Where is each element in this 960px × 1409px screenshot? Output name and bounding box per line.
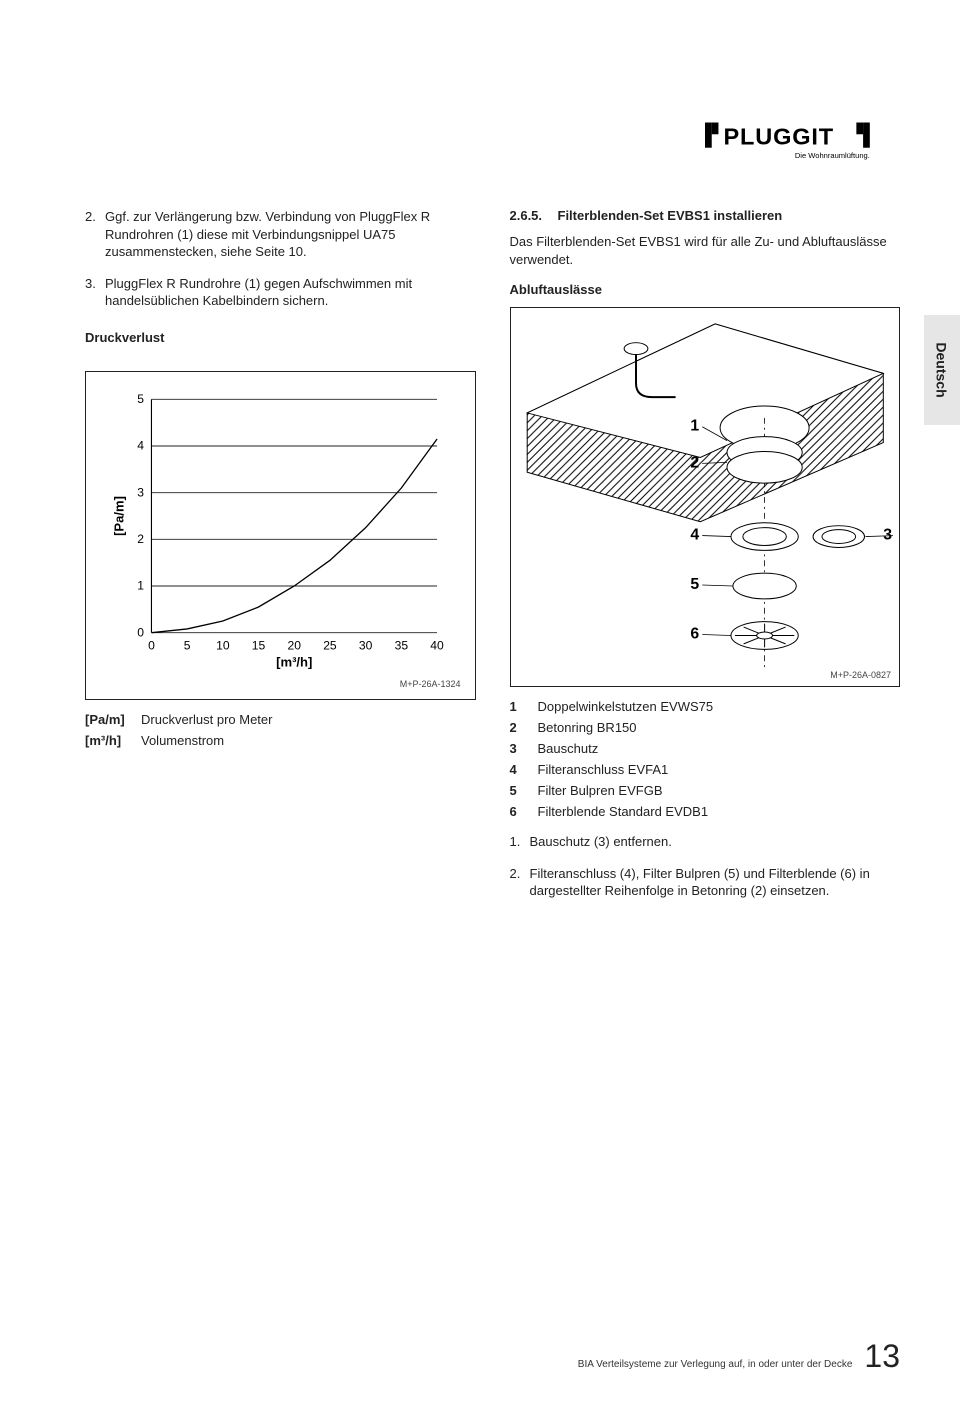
subheading-abluft: Abluftauslässe (510, 282, 901, 297)
svg-text:20: 20 (288, 638, 302, 652)
svg-text:40: 40 (430, 638, 444, 652)
section-title: Filterblenden-Set EVBS1 installieren (558, 208, 783, 223)
exploded-diagram: 1 2 3 4 5 6 M+P-26A-0827 (510, 307, 901, 687)
parts-row: 1Doppelwinkelstutzen EVWS75 (510, 699, 901, 714)
part-label: Doppelwinkelstutzen EVWS75 (538, 699, 901, 714)
svg-text:1: 1 (690, 418, 699, 435)
legend-value: Druckverlust pro Meter (141, 712, 476, 727)
parts-row: 3Bauschutz (510, 741, 901, 756)
svg-text:[Pa/m]: [Pa/m] (111, 496, 126, 536)
svg-text:5: 5 (137, 392, 144, 406)
page-number: 13 (864, 1338, 900, 1375)
legend-key: [m³/h] (85, 733, 141, 748)
subheading-druckverlust: Druckverlust (85, 330, 476, 345)
svg-text:2: 2 (137, 532, 144, 546)
pressure-loss-chart: 0 1 2 3 4 5 0 5 10 15 20 25 30 35 40 [Pa/m] [m³/h] M+P-2… (85, 371, 476, 700)
part-num: 2 (510, 720, 538, 735)
part-label: Filter Bulpren EVFGB (538, 783, 901, 798)
parts-row: 4Filteranschluss EVFA1 (510, 762, 901, 777)
section-intro: Das Filterblenden-Set EVBS1 wird für all… (510, 233, 901, 268)
list-item: 2. Ggf. zur Verlängerung bzw. Verbindung… (85, 208, 476, 261)
parts-row: 6Filterblende Standard EVDB1 (510, 804, 901, 819)
section-number: 2.6.5. (510, 208, 558, 223)
part-label: Betonring BR150 (538, 720, 901, 735)
svg-text:Die Wohnraumlüftung.: Die Wohnraumlüftung. (795, 151, 870, 160)
svg-text:10: 10 (216, 638, 230, 652)
section-heading: 2.6.5. Filterblenden-Set EVBS1 installie… (510, 208, 901, 223)
legend-key: [Pa/m] (85, 712, 141, 727)
svg-text:2: 2 (690, 454, 699, 471)
brand-logo: PLUGGIT Die Wohnraumlüftung. (705, 115, 890, 167)
svg-text:25: 25 (323, 638, 337, 652)
svg-text:[m³/h]: [m³/h] (276, 654, 312, 669)
svg-text:3: 3 (137, 485, 144, 499)
part-num: 6 (510, 804, 538, 819)
parts-list: 1Doppelwinkelstutzen EVWS75 2Betonring B… (510, 699, 901, 819)
parts-row: 5Filter Bulpren EVFGB (510, 783, 901, 798)
part-num: 1 (510, 699, 538, 714)
language-label: Deutsch (934, 342, 950, 397)
list-number: 3. (85, 275, 105, 310)
list-number: 2. (85, 208, 105, 261)
list-text: Ggf. zur Verlängerung bzw. Verbindung vo… (105, 208, 476, 261)
svg-text:5: 5 (690, 576, 699, 593)
page-footer: BIA Verteilsysteme zur Verlegung auf, in… (578, 1338, 900, 1375)
right-column: 2.6.5. Filterblenden-Set EVBS1 installie… (510, 208, 901, 914)
svg-text:0: 0 (148, 638, 155, 652)
list-number: 1. (510, 833, 530, 851)
legend-value: Volumenstrom (141, 733, 476, 748)
svg-text:4: 4 (690, 527, 699, 544)
language-tab: Deutsch (924, 315, 960, 425)
list-text: Filteranschluss (4), Filter Bulpren (5) … (530, 865, 901, 900)
svg-text:35: 35 (395, 638, 409, 652)
part-label: Filteranschluss EVFA1 (538, 762, 901, 777)
part-num: 3 (510, 741, 538, 756)
footer-doc-title: BIA Verteilsysteme zur Verlegung auf, in… (578, 1359, 853, 1370)
part-num: 5 (510, 783, 538, 798)
part-num: 4 (510, 762, 538, 777)
parts-row: 2Betonring BR150 (510, 720, 901, 735)
svg-text:15: 15 (252, 638, 266, 652)
svg-text:6: 6 (690, 626, 699, 643)
svg-text:4: 4 (137, 438, 144, 452)
list-item: 1. Bauschutz (3) entfernen. (510, 833, 901, 851)
svg-text:3: 3 (883, 527, 892, 544)
svg-text:1: 1 (137, 578, 144, 592)
part-label: Filterblende Standard EVDB1 (538, 804, 901, 819)
list-text: Bauschutz (3) entfernen. (530, 833, 901, 851)
svg-text:0: 0 (137, 625, 144, 639)
legend-row: [Pa/m] Druckverlust pro Meter (85, 712, 476, 727)
diagram-reference: M+P-26A-0827 (830, 670, 891, 680)
list-item: 2. Filteranschluss (4), Filter Bulpren (… (510, 865, 901, 900)
chart-legend: [Pa/m] Druckverlust pro Meter [m³/h] Vol… (85, 712, 476, 748)
legend-row: [m³/h] Volumenstrom (85, 733, 476, 748)
svg-text:PLUGGIT: PLUGGIT (724, 123, 834, 149)
part-label: Bauschutz (538, 741, 901, 756)
list-text: PluggFlex R Rundrohre (1) gegen Aufschwi… (105, 275, 476, 310)
list-item: 3. PluggFlex R Rundrohre (1) gegen Aufsc… (85, 275, 476, 310)
left-column: 2. Ggf. zur Verlängerung bzw. Verbindung… (85, 208, 476, 914)
svg-text:5: 5 (184, 638, 191, 652)
chart-reference: M+P-26A-1324 (100, 679, 461, 689)
list-number: 2. (510, 865, 530, 900)
svg-text:30: 30 (359, 638, 373, 652)
